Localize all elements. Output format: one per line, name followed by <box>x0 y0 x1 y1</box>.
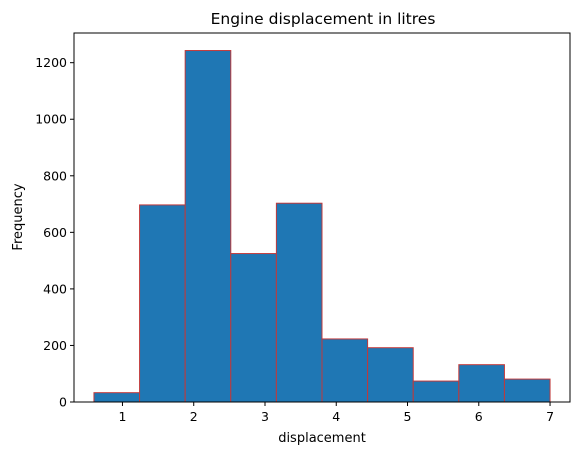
y-tick-label: 1000 <box>35 112 67 127</box>
x-tick-label: 4 <box>332 409 340 424</box>
histogram-bar-4 <box>230 253 277 403</box>
x-tick-label: 2 <box>190 409 198 424</box>
histogram-bar-7 <box>367 347 414 403</box>
histogram-bar-6 <box>321 338 369 403</box>
y-axis-label: Frequency <box>11 183 26 250</box>
histogram-bar-9 <box>458 364 505 403</box>
histogram-bar-5 <box>275 202 323 403</box>
y-tick-label: 800 <box>43 168 67 183</box>
histogram-bar-3 <box>184 50 232 403</box>
chart-title: Engine displacement in litres <box>211 10 436 28</box>
histogram-bar-1 <box>93 392 141 403</box>
histogram-bar-2 <box>139 204 186 403</box>
plot-frame <box>73 32 571 403</box>
x-axis-ticks: 1 2 3 4 5 6 7 <box>118 402 554 424</box>
y-tick-label: 0 <box>59 395 67 410</box>
x-tick-label: 7 <box>546 409 554 424</box>
y-axis-ticks: 0 200 400 600 800 1000 1200 <box>35 55 74 410</box>
y-tick-label: 200 <box>43 338 67 353</box>
x-tick-label: 5 <box>404 409 412 424</box>
y-tick-label: 600 <box>43 225 67 240</box>
x-axis-label: displacement <box>278 431 366 446</box>
x-tick-label: 3 <box>261 409 269 424</box>
x-tick-label: 6 <box>475 409 483 424</box>
bars-group <box>93 50 551 403</box>
x-tick-label: 1 <box>118 409 126 424</box>
y-tick-label: 400 <box>43 281 67 296</box>
histogram-bar-10 <box>503 378 551 403</box>
histogram-bar-8 <box>412 380 460 403</box>
y-tick-label: 1200 <box>35 55 67 70</box>
